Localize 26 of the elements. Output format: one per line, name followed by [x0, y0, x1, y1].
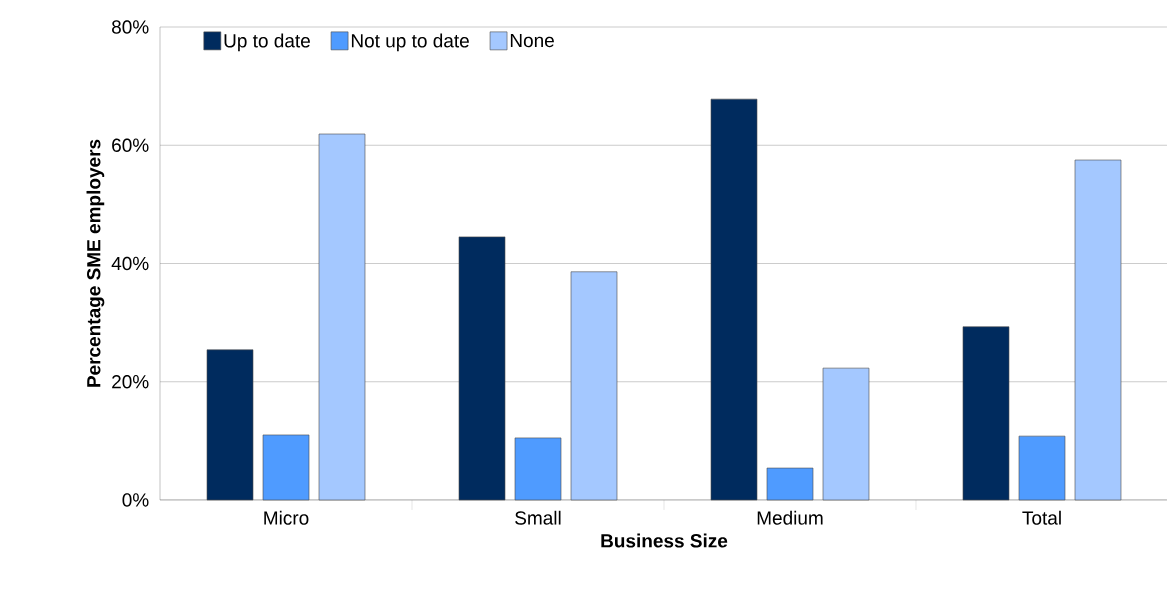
legend-label: None	[510, 33, 554, 48]
y-tick-label: 20%	[112, 375, 149, 389]
bar	[710, 98, 758, 501]
y-tick-label: 80%	[112, 20, 149, 34]
y-tick-label: 40%	[111, 256, 149, 271]
bar	[514, 437, 562, 501]
legend-label: Not up to date	[351, 33, 469, 52]
y-axis-title: Percentage SME employers	[86, 139, 105, 387]
y-tick-label: 60%	[112, 138, 149, 152]
bar	[1018, 435, 1066, 501]
bar	[206, 349, 254, 501]
bar	[1074, 159, 1122, 501]
x-tick-label: Small	[515, 510, 561, 525]
bar	[262, 434, 310, 501]
x-tick-label: Medium	[757, 510, 823, 525]
bar	[458, 236, 506, 501]
x-tick-label: Total	[1022, 510, 1061, 525]
legend-label: Up to date	[224, 33, 310, 52]
y-tick-label: 0%	[122, 493, 149, 507]
x-axis-title: Business Size	[601, 533, 728, 548]
bar	[766, 467, 814, 501]
bar	[962, 326, 1010, 501]
bar	[822, 367, 870, 501]
bar	[570, 271, 618, 501]
bar	[318, 133, 366, 501]
x-tick-label: Micro	[264, 510, 309, 525]
